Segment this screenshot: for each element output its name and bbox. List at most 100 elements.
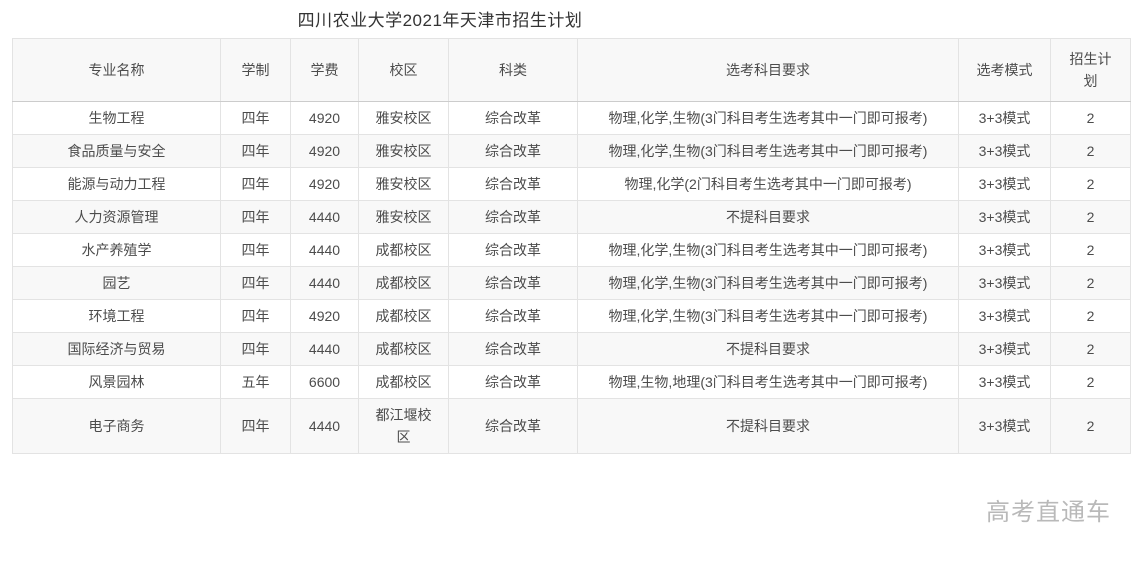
column-header-major: 专业名称 [12,38,221,102]
cell-subjects: 物理,化学,生物(3门科目考生选考其中一门即可报考) [577,134,959,168]
cell-tuition: 4920 [290,167,359,201]
cell-campus: 成都校区 [358,299,449,333]
column-header-campus: 校区 [358,38,449,102]
column-header-plan: 招生计划 [1050,38,1131,102]
cell-mode: 3+3模式 [958,398,1051,454]
cell-plan: 2 [1050,101,1131,135]
cell-duration: 四年 [220,398,291,454]
table-row: 环境工程 四年 4920 成都校区 综合改革 物理,化学,生物(3门科目考生选考其中一门即… [12,299,1131,333]
cell-campus: 都江堰校区 [358,398,449,454]
cell-campus: 成都校区 [358,233,449,267]
cell-category: 综合改革 [448,200,578,234]
cell-mode: 3+3模式 [958,200,1051,234]
cell-mode: 3+3模式 [958,332,1051,366]
page-title: 四川农业大学2021年天津市招生计划 [297,11,583,30]
cell-major: 食品质量与安全 [12,134,221,168]
cell-category: 综合改革 [448,266,578,300]
cell-tuition: 6600 [290,365,359,399]
cell-campus: 雅安校区 [358,200,449,234]
cell-category: 综合改革 [448,398,578,454]
cell-tuition: 4440 [290,233,359,267]
cell-plan: 2 [1050,233,1131,267]
column-header-tuition: 学费 [290,38,359,102]
table-row: 园艺 四年 4440 成都校区 综合改革 物理,化学,生物(3门科目考生选考其中一门即可报… [12,266,1131,300]
cell-tuition: 4920 [290,134,359,168]
cell-mode: 3+3模式 [958,233,1051,267]
column-header-duration: 学制 [220,38,291,102]
cell-tuition: 4920 [290,299,359,333]
table-row: 人力资源管理 四年 4440 雅安校区 综合改革 不提科目要求 3+3模式 2 [12,200,1131,234]
table-row: 食品质量与安全 四年 4920 雅安校区 综合改革 物理,化学,生物(3门科目考生选考其中… [12,134,1131,168]
column-header-category: 科类 [448,38,578,102]
cell-duration: 四年 [220,200,291,234]
cell-duration: 四年 [220,299,291,333]
cell-duration: 五年 [220,365,291,399]
cell-category: 综合改革 [448,233,578,267]
cell-category: 综合改革 [448,167,578,201]
cell-duration: 四年 [220,134,291,168]
cell-major: 风景园林 [12,365,221,399]
cell-major: 水产养殖学 [12,233,221,267]
cell-mode: 3+3模式 [958,299,1051,333]
cell-major: 人力资源管理 [12,200,221,234]
cell-campus: 成都校区 [358,365,449,399]
table-row: 电子商务 四年 4440 都江堰校区 综合改革 不提科目要求 3+3模式 2 [12,398,1131,454]
cell-subjects: 不提科目要求 [577,200,959,234]
watermark: 高考直通车 [986,499,1111,526]
cell-tuition: 4440 [290,200,359,234]
cell-plan: 2 [1050,398,1131,454]
admission-plan-table: 专业名称 学制 学费 校区 科类 选考科目要求 选考模式 招生计划 生物工程 四年 4920 雅安校… [12,38,1131,454]
cell-mode: 3+3模式 [958,167,1051,201]
cell-major: 环境工程 [12,299,221,333]
cell-mode: 3+3模式 [958,365,1051,399]
cell-subjects: 不提科目要求 [577,332,959,366]
cell-campus: 成都校区 [358,332,449,366]
cell-plan: 2 [1050,266,1131,300]
cell-plan: 2 [1050,365,1131,399]
column-header-mode: 选考模式 [958,38,1051,102]
cell-tuition: 4440 [290,332,359,366]
table-header: 专业名称 学制 学费 校区 科类 选考科目要求 选考模式 招生计划 [12,38,1131,102]
cell-campus: 雅安校区 [358,134,449,168]
cell-plan: 2 [1050,299,1131,333]
cell-subjects: 物理,化学(2门科目考生选考其中一门即可报考) [577,167,959,201]
cell-mode: 3+3模式 [958,134,1051,168]
cell-category: 综合改革 [448,299,578,333]
cell-category: 综合改革 [448,134,578,168]
cell-duration: 四年 [220,233,291,267]
cell-duration: 四年 [220,332,291,366]
cell-campus: 成都校区 [358,266,449,300]
cell-major: 园艺 [12,266,221,300]
cell-duration: 四年 [220,101,291,135]
cell-major: 生物工程 [12,101,221,135]
cell-duration: 四年 [220,167,291,201]
cell-subjects: 物理,化学,生物(3门科目考生选考其中一门即可报考) [577,299,959,333]
cell-campus: 雅安校区 [358,167,449,201]
header-row: 专业名称 学制 学费 校区 科类 选考科目要求 选考模式 招生计划 [12,38,1131,102]
cell-mode: 3+3模式 [958,266,1051,300]
cell-subjects: 物理,生物,地理(3门科目考生选考其中一门即可报考) [577,365,959,399]
cell-plan: 2 [1050,332,1131,366]
cell-major: 能源与动力工程 [12,167,221,201]
cell-tuition: 4440 [290,398,359,454]
table-row: 国际经济与贸易 四年 4440 成都校区 综合改革 不提科目要求 3+3模式 2 [12,332,1131,366]
cell-tuition: 4440 [290,266,359,300]
cell-category: 综合改革 [448,332,578,366]
cell-subjects: 物理,化学,生物(3门科目考生选考其中一门即可报考) [577,233,959,267]
cell-tuition: 4920 [290,101,359,135]
table-row: 水产养殖学 四年 4440 成都校区 综合改革 物理,化学,生物(3门科目考生选考其中一门… [12,233,1131,267]
cell-duration: 四年 [220,266,291,300]
cell-campus: 雅安校区 [358,101,449,135]
cell-mode: 3+3模式 [958,101,1051,135]
cell-plan: 2 [1050,134,1131,168]
cell-category: 综合改革 [448,101,578,135]
table-row: 能源与动力工程 四年 4920 雅安校区 综合改革 物理,化学(2门科目考生选考其中一门即… [12,167,1131,201]
cell-plan: 2 [1050,200,1131,234]
cell-subjects: 物理,化学,生物(3门科目考生选考其中一门即可报考) [577,266,959,300]
table-row: 生物工程 四年 4920 雅安校区 综合改革 物理,化学,生物(3门科目考生选考其中一门即… [12,101,1131,135]
table-body: 生物工程 四年 4920 雅安校区 综合改革 物理,化学,生物(3门科目考生选考其中一门即… [12,101,1131,454]
cell-category: 综合改革 [448,365,578,399]
cell-major: 国际经济与贸易 [12,332,221,366]
cell-major: 电子商务 [12,398,221,454]
column-header-subjects: 选考科目要求 [577,38,959,102]
